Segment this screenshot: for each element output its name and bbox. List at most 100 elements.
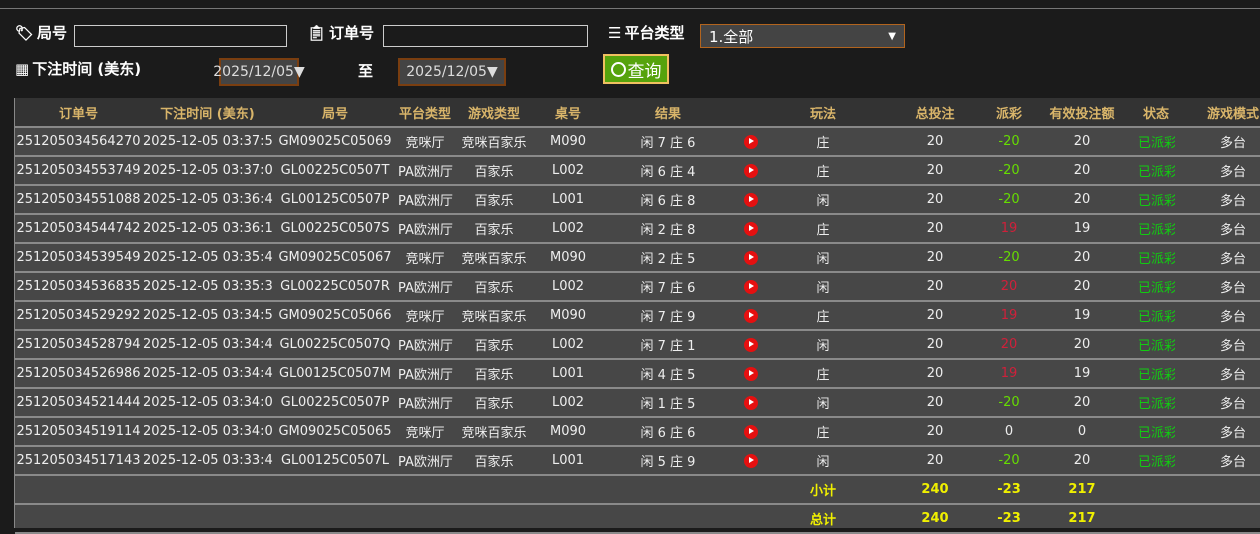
- cell-valid-bet: 20: [1027, 446, 1137, 476]
- cell-table-no: M090: [535, 301, 601, 331]
- date-to-picker[interactable]: 2025/12/05▼: [398, 58, 506, 86]
- play-video-icon[interactable]: [744, 366, 758, 381]
- cell-valid-bet: 20: [1027, 243, 1137, 273]
- cell-order-no: 251205034551088: [15, 185, 142, 215]
- cell-game-type: 竞咪百家乐: [453, 301, 535, 331]
- cell-platform: PA欧洲厅: [397, 185, 453, 215]
- cell-bet-time: 2025-12-05 03:36:49: [142, 185, 273, 215]
- play-video-icon[interactable]: [744, 221, 758, 236]
- cell-platform: PA欧洲厅: [397, 359, 453, 389]
- cell-order-no: 251205034529292: [15, 301, 142, 331]
- cell-round-no: GM09025C05065: [273, 417, 397, 447]
- table-header-row: 订单号 下注时间 (美东) 局号 平台类型 游戏类型 桌号 结果 玩法 总投注 派彩 有效投注额 状态…: [15, 98, 1260, 128]
- cell-platform: PA欧洲厅: [397, 446, 453, 476]
- cell-valid-bet: 20: [1027, 272, 1137, 302]
- play-video-icon[interactable]: [744, 134, 758, 149]
- cell-bet-type: 庄: [767, 417, 879, 447]
- cell-total-bet: 20: [879, 243, 991, 273]
- cell-bet-type: 闲: [767, 272, 879, 302]
- cell-result: 闲 4 庄 5: [601, 359, 735, 389]
- table-row: 251205034526986 2025-12-05 03:34:40 GL0012…: [15, 359, 1260, 389]
- cell-bet-time: 2025-12-05 03:37:02: [142, 156, 273, 186]
- cell-round-no: GL00225C0507S: [273, 214, 397, 244]
- cell-valid-bet: 19: [1027, 301, 1137, 331]
- header-game-mode: 游戏模式: [1175, 98, 1260, 128]
- cell-result: 闲 7 庄 6: [601, 127, 735, 157]
- table-row: 251205034539549 2025-12-05 03:35:47 GM0902…: [15, 243, 1260, 273]
- cell-bet-type: 庄: [767, 214, 879, 244]
- table-row: 251205034529292 2025-12-05 03:34:52 GM0902…: [15, 301, 1260, 331]
- cell-total-bet: 20: [879, 330, 991, 360]
- cell-total-bet: 20: [879, 388, 991, 418]
- cell-total-bet: 20: [879, 272, 991, 302]
- cell-status: 已派彩: [1137, 243, 1175, 273]
- play-video-icon[interactable]: [744, 453, 758, 468]
- cell-payout: -20: [991, 388, 1027, 418]
- order-input[interactable]: [383, 25, 588, 47]
- play-video-icon[interactable]: [744, 250, 758, 265]
- cell-valid-bet: 19: [1027, 214, 1137, 244]
- cell-result: 闲 2 庄 8: [601, 214, 735, 244]
- cell-platform: 竞咪厅: [397, 243, 453, 273]
- subtotal-payout: -23: [991, 475, 1027, 505]
- platform-select[interactable]: 1.全部 ▼: [700, 24, 905, 48]
- cell-bet-type: 庄: [767, 359, 879, 389]
- play-video-icon[interactable]: [744, 308, 758, 323]
- cell-payout: -20: [991, 185, 1027, 215]
- cell-bet-time: 2025-12-05 03:35:47: [142, 243, 273, 273]
- cell-result: 闲 7 庄 9: [601, 301, 735, 331]
- cell-payout: 20: [991, 272, 1027, 302]
- cell-bet-type: 庄: [767, 301, 879, 331]
- cell-result: 闲 5 庄 9: [601, 446, 735, 476]
- cell-round-no: GL00225C0507R: [273, 272, 397, 302]
- total-valid_bet: 217: [1027, 504, 1137, 534]
- cell-status: 已派彩: [1137, 127, 1175, 157]
- table-row: 251205034528794 2025-12-05 03:34:49 GL0022…: [15, 330, 1260, 360]
- cell-game-mode: 多台: [1175, 214, 1260, 244]
- play-video-icon[interactable]: [744, 337, 758, 352]
- cell-round-no: GL00225C0507Q: [273, 330, 397, 360]
- round-input[interactable]: [74, 25, 287, 47]
- cell-bet-type: 闲: [767, 185, 879, 215]
- video-cell: [735, 272, 767, 302]
- cell-valid-bet: 20: [1027, 388, 1137, 418]
- cell-bet-time: 2025-12-05 03:34:09: [142, 388, 273, 418]
- table-row: 251205034536835 2025-12-05 03:35:31 GL0022…: [15, 272, 1260, 302]
- cell-platform: PA欧洲厅: [397, 156, 453, 186]
- cell-status: 已派彩: [1137, 388, 1175, 418]
- cell-payout: 19: [991, 301, 1027, 331]
- cell-game-mode: 多台: [1175, 301, 1260, 331]
- cell-game-type: 竞咪百家乐: [453, 417, 535, 447]
- video-cell: [735, 185, 767, 215]
- cell-table-no: M090: [535, 243, 601, 273]
- table-row: 251205034553749 2025-12-05 03:37:02 GL0022…: [15, 156, 1260, 186]
- platform-label: ☰ 平台类型: [608, 23, 685, 43]
- play-video-icon[interactable]: [744, 279, 758, 294]
- query-button[interactable]: 查询: [603, 54, 669, 84]
- cell-result: 闲 6 庄 4: [601, 156, 735, 186]
- cell-payout: -20: [991, 446, 1027, 476]
- cell-game-type: 百家乐: [453, 446, 535, 476]
- cell-payout: 19: [991, 214, 1027, 244]
- play-video-icon[interactable]: [744, 395, 758, 410]
- date-from-picker[interactable]: 2025/12/05▼: [213, 58, 305, 86]
- cell-total-bet: 20: [879, 359, 991, 389]
- cell-game-type: 百家乐: [453, 272, 535, 302]
- to-label: 至: [358, 62, 374, 80]
- cell-round-no: GL00125C0507P: [273, 185, 397, 215]
- cell-game-mode: 多台: [1175, 330, 1260, 360]
- header-table-no: 桌号: [535, 98, 601, 128]
- play-video-icon[interactable]: [744, 192, 758, 207]
- subtotal-total_bet: 240: [879, 475, 991, 505]
- cell-payout: 0: [991, 417, 1027, 447]
- total-total_bet: 240: [879, 504, 991, 534]
- subtotal-label: 小计: [767, 475, 879, 505]
- play-video-icon[interactable]: [744, 424, 758, 439]
- play-video-icon[interactable]: [744, 163, 758, 178]
- list-icon: ☰: [608, 23, 622, 42]
- cell-order-no: 251205034528794: [15, 330, 142, 360]
- header-round-no: 局号: [273, 98, 397, 128]
- cell-round-no: GM09025C05067: [273, 243, 397, 273]
- cell-order-no: 251205034544742: [15, 214, 142, 244]
- cell-result: 闲 1 庄 5: [601, 388, 735, 418]
